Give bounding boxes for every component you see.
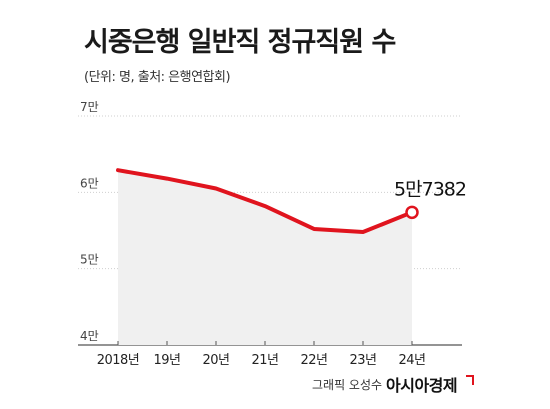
- y-tick-label: 5만: [80, 253, 99, 267]
- x-tick-label: 20년: [202, 353, 229, 368]
- line-layer: [116, 168, 419, 235]
- brand-logo: 아시아경제: [386, 376, 458, 395]
- brand-mark-icon: [466, 375, 474, 385]
- x-tick-labels: 2018년 19년 20년 21년 22년 23년 24년: [97, 341, 426, 368]
- chart-subtitle: (단위: 명, 출처: 은행연합회): [84, 70, 231, 85]
- area-fill: [118, 170, 412, 345]
- graphic-credit: 그래픽 오성수: [312, 378, 383, 392]
- y-tick-label: 4만: [80, 329, 99, 343]
- x-tick-label: 2018년: [97, 353, 140, 368]
- last-data-point: [405, 205, 419, 220]
- last-point-label: 5만7382: [394, 178, 466, 200]
- data-label-layer: 5만7382: [394, 178, 467, 200]
- x-tick-label: 23년: [349, 353, 376, 368]
- x-tick-label: 24년: [398, 353, 425, 368]
- chart-title: 시중은행 일반직 정규직원 수: [84, 27, 396, 58]
- series-line: [116, 168, 414, 235]
- y-tick-label: 7만: [80, 100, 99, 114]
- x-tick-label: 19년: [153, 353, 180, 368]
- x-tick-label: 22년: [300, 353, 327, 368]
- y-tick-label: 6만: [80, 176, 99, 190]
- y-tick-labels: 4만 5만 6만 7만: [80, 100, 99, 343]
- x-tick-label: 21년: [251, 353, 278, 368]
- area-layer: [118, 170, 412, 345]
